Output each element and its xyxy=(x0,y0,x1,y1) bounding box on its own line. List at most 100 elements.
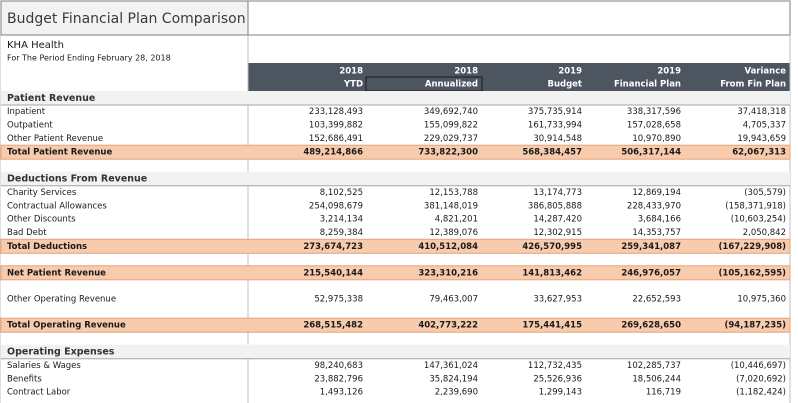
row-value: 1,299,143 xyxy=(539,388,582,398)
row-value: 14,287,420 xyxy=(533,215,582,225)
row-value: 386,805,888 xyxy=(528,201,582,211)
title-box xyxy=(0,0,249,36)
row-value: (305,579) xyxy=(744,188,786,198)
section-band xyxy=(1,171,790,186)
total-value: 141,813,462 xyxy=(522,268,582,278)
row-value: 52,975,338 xyxy=(314,295,363,305)
row-value: 112,732,435 xyxy=(528,361,582,371)
section-band xyxy=(1,91,790,105)
row-value: (10,446,697) xyxy=(731,361,786,371)
row-value: 157,028,658 xyxy=(627,121,681,131)
row-value: 2,239,690 xyxy=(435,388,478,398)
report-title: Budget Financial Plan Comparison xyxy=(7,11,246,27)
row-value: 22,652,593 xyxy=(632,295,681,305)
row-value: 116,719 xyxy=(646,388,681,398)
total-value: (94,187,235) xyxy=(724,321,786,331)
organization: KHA Health xyxy=(7,40,64,51)
column-header: YTD xyxy=(343,80,363,90)
row-value: 2,050,842 xyxy=(743,228,786,238)
total-value: 273,674,723 xyxy=(303,242,363,252)
row-value: 98,240,683 xyxy=(314,361,363,371)
total-value: 506,317,144 xyxy=(621,148,681,158)
period: For The Period Ending February 28, 2018 xyxy=(7,54,171,63)
row-value: 103,399,882 xyxy=(309,121,363,131)
row-value: 14,353,757 xyxy=(632,228,681,238)
column-header: Budget xyxy=(547,80,582,90)
row-value: 12,153,788 xyxy=(429,188,478,198)
total-value: 410,512,084 xyxy=(418,242,478,252)
total-value: 323,310,216 xyxy=(418,268,478,278)
row-value: 1,493,126 xyxy=(320,388,363,398)
total-value: 246,976,057 xyxy=(621,268,681,278)
total-value: 215,540,144 xyxy=(303,268,363,278)
row-label: Benefits xyxy=(7,374,42,384)
total-value: 568,384,457 xyxy=(522,148,582,158)
total-band xyxy=(0,238,791,254)
total-value: 259,341,087 xyxy=(621,242,681,252)
row-value: (10,603,254) xyxy=(731,215,786,225)
section-band xyxy=(1,344,790,359)
section-heading: Patient Revenue xyxy=(7,93,95,104)
column-header-band xyxy=(248,63,790,91)
column-header: Financial Plan xyxy=(614,80,681,90)
column-header: From Fin Plan xyxy=(720,80,786,90)
row-label: Salaries & Wages xyxy=(7,361,81,371)
row-value: 338,317,596 xyxy=(627,107,681,117)
row-value: 4,705,337 xyxy=(743,121,786,131)
row-label: Outpatient xyxy=(7,121,53,131)
row-value: 147,361,024 xyxy=(424,361,478,371)
row-label: Other Discounts xyxy=(7,215,76,225)
total-label: Net Patient Revenue xyxy=(7,268,106,278)
total-value: (167,229,908) xyxy=(719,242,787,252)
row-value: 228,433,970 xyxy=(627,201,681,211)
row-value: 12,302,915 xyxy=(533,228,582,238)
row-value: 3,214,134 xyxy=(320,215,363,225)
total-value: 175,441,415 xyxy=(522,321,582,331)
column-header: Annualized xyxy=(425,80,478,90)
row-value: 25,526,936 xyxy=(533,374,582,384)
total-value: 402,773,222 xyxy=(418,321,478,331)
column-header: 2019 xyxy=(657,67,681,77)
total-value: 62,067,313 xyxy=(732,148,786,158)
row-value: (1,182,424) xyxy=(736,388,786,398)
row-value: 381,148,019 xyxy=(424,201,478,211)
row-value: 3,684,166 xyxy=(638,215,681,225)
section-heading: Deductions From Revenue xyxy=(7,174,147,185)
row-value: 19,943,659 xyxy=(737,134,786,144)
total-band xyxy=(0,317,791,333)
total-label: Total Deductions xyxy=(7,242,87,252)
row-value: 254,098,679 xyxy=(309,201,363,211)
section-heading: Operating Expenses xyxy=(7,347,115,358)
row-value: 155,099,822 xyxy=(424,121,478,131)
row-value: 10,975,360 xyxy=(737,295,786,305)
row-value: 37,418,318 xyxy=(737,107,786,117)
row-value: 161,733,994 xyxy=(528,121,582,131)
row-value: 79,463,007 xyxy=(429,295,478,305)
column-header: 2019 xyxy=(558,67,582,77)
column-header: 2018 xyxy=(454,67,478,77)
row-label: Contractual Allowances xyxy=(7,201,107,211)
row-value: (7,020,692) xyxy=(736,374,786,384)
row-value: 35,824,194 xyxy=(429,374,478,384)
total-band xyxy=(0,265,791,281)
total-value: (105,162,595) xyxy=(719,268,787,278)
total-value: 733,822,300 xyxy=(418,148,478,158)
header-box xyxy=(247,0,791,36)
row-label: Other Patient Revenue xyxy=(7,134,103,144)
row-value: 12,869,194 xyxy=(632,188,681,198)
row-label: Charity Services xyxy=(7,188,77,198)
row-value: 8,259,384 xyxy=(320,228,363,238)
total-value: 426,570,995 xyxy=(522,242,582,252)
row-value: 102,285,737 xyxy=(627,361,681,371)
row-value: 4,821,201 xyxy=(435,215,478,225)
row-value: 30,914,548 xyxy=(533,134,582,144)
total-value: 489,214,866 xyxy=(303,148,363,158)
row-value: 349,692,740 xyxy=(424,107,478,117)
row-value: 10,970,890 xyxy=(632,134,681,144)
row-value: 12,389,076 xyxy=(429,228,478,238)
row-label: Other Operating Revenue xyxy=(7,295,116,305)
row-label: Bad Debt xyxy=(7,228,47,238)
column-header: 2018 xyxy=(339,67,363,77)
total-band xyxy=(0,144,791,160)
